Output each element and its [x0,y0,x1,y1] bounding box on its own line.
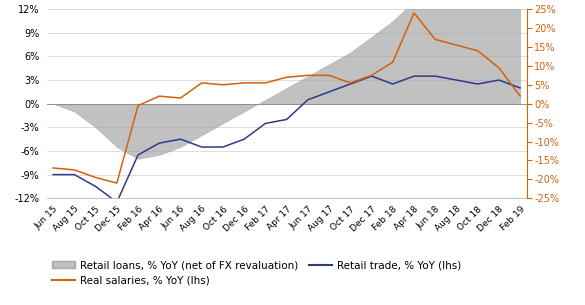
Legend: Retail loans, % YoY (net of FX revaluation), Real salaries, % YoY (lhs), Retail : Retail loans, % YoY (net of FX revaluati… [52,260,461,285]
